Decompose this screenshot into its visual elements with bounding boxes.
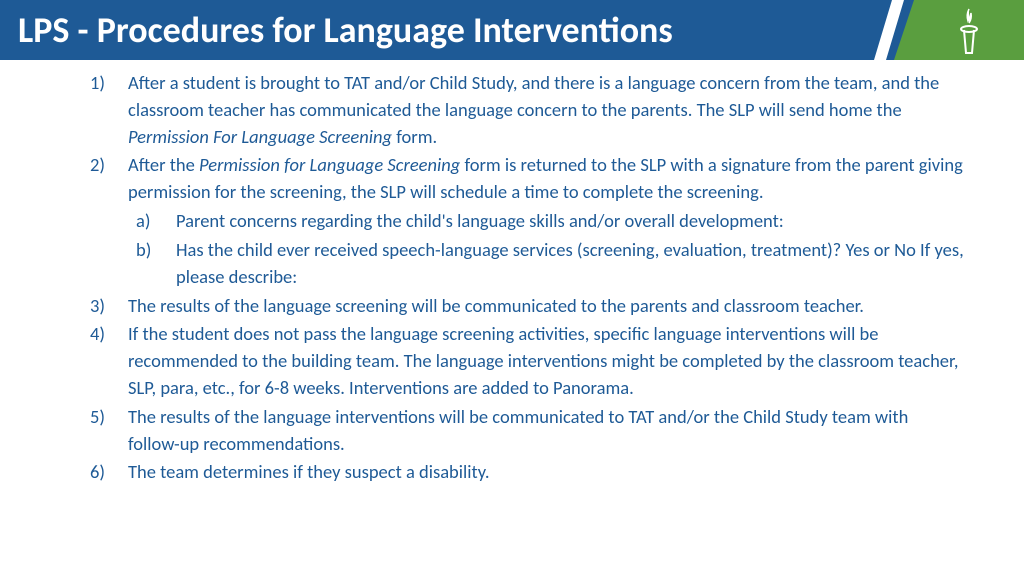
sub-item-a: Parent concerns regarding the child's la…	[128, 208, 964, 235]
sub-item-b: Has the child ever received speech-langu…	[128, 237, 964, 291]
form-name: Permission for Language Screening	[199, 153, 460, 176]
slide-header: LPS - Procedures for Language Interventi…	[0, 0, 1024, 60]
procedure-text: The results of the language intervention…	[128, 405, 908, 455]
slide-content: After a student is brought to TAT and/or…	[0, 60, 1024, 498]
procedure-item-2: After the Permission for Language Screen…	[90, 152, 964, 290]
procedure-item-5: The results of the language intervention…	[90, 404, 964, 458]
slide-title: LPS - Procedures for Language Interventi…	[18, 8, 673, 52]
form-name: Permission For Language Screening	[128, 125, 392, 148]
procedure-text: If the student does not pass the languag…	[128, 322, 958, 399]
procedure-text: After the Permission for Language Screen…	[128, 153, 963, 203]
torch-icon	[949, 5, 989, 55]
sub-list: Parent concerns regarding the child's la…	[128, 208, 964, 290]
procedure-item-1: After a student is brought to TAT and/or…	[90, 70, 964, 150]
procedure-item-4: If the student does not pass the languag…	[90, 321, 964, 401]
procedure-item-3: The results of the language screening wi…	[90, 293, 964, 320]
procedure-text: After a student is brought to TAT and/or…	[128, 71, 939, 148]
procedure-item-6: The team determines if they suspect a di…	[90, 459, 964, 486]
procedure-list: After a student is brought to TAT and/or…	[90, 70, 964, 486]
procedure-text: The results of the language screening wi…	[128, 294, 864, 317]
procedure-text: The team determines if they suspect a di…	[128, 460, 490, 483]
